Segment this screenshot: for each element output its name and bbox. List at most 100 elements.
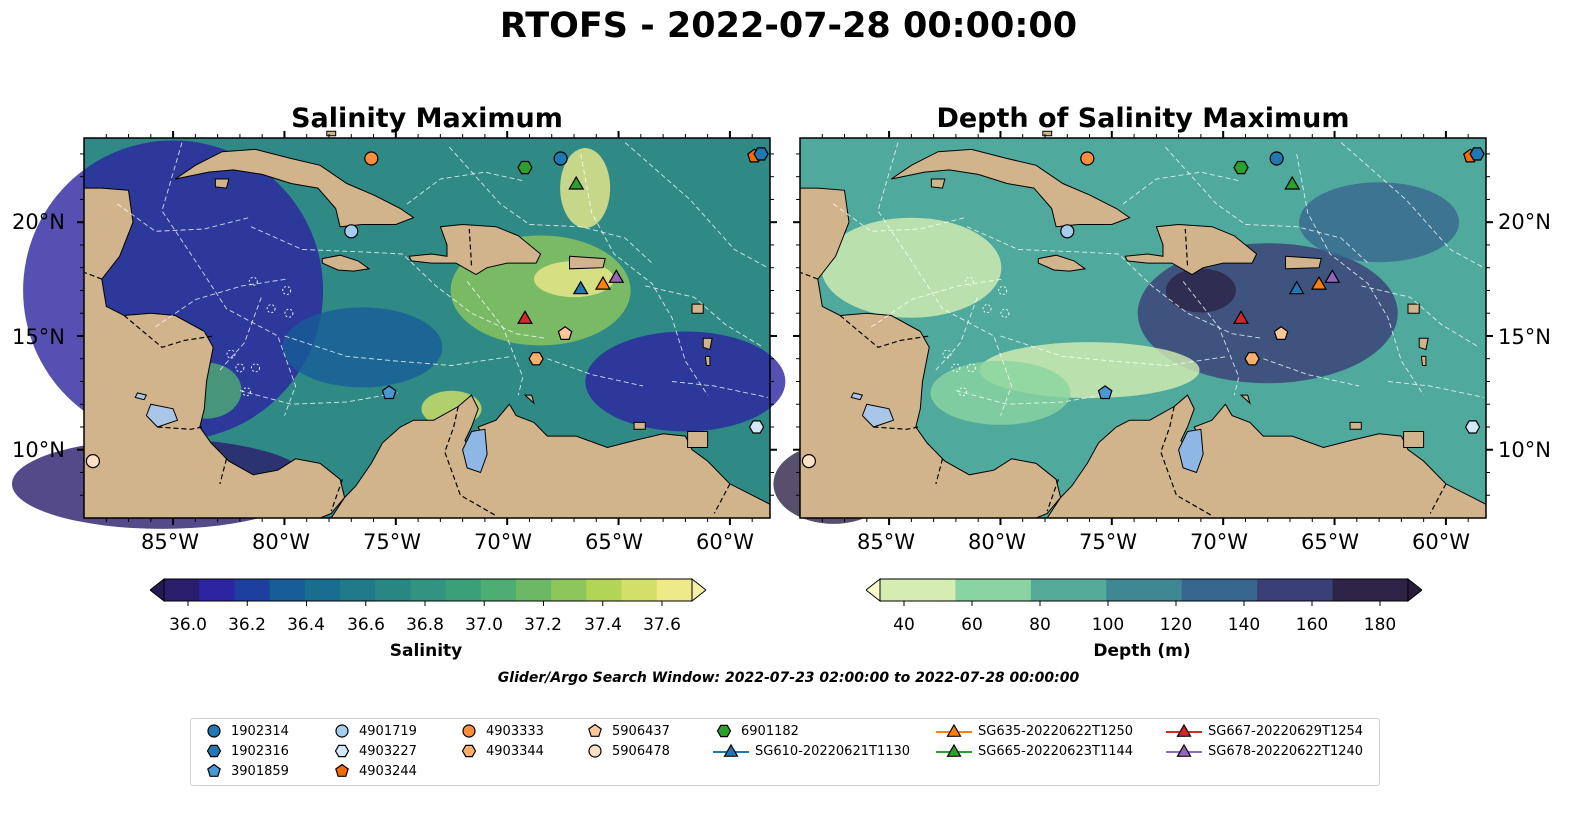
circle-marker-icon [335, 724, 349, 738]
triangle-marker-icon [1166, 743, 1202, 757]
land-hispaniola [1124, 223, 1258, 276]
eez-boundary [1361, 285, 1480, 348]
eez-islet [251, 363, 260, 373]
eez-islet [284, 308, 294, 318]
colorbar-segment [164, 579, 200, 601]
colorbar-segment [1030, 579, 1107, 601]
eez-boundary [966, 226, 1262, 339]
land-jamaica [321, 254, 371, 272]
observation-SG667-20220629T1254 [1233, 310, 1249, 324]
lon-tick-label: 85°W [857, 530, 915, 554]
eez-boundary [1182, 281, 1240, 396]
observation-3901859 [1097, 385, 1113, 400]
circle-marker-icon [462, 724, 476, 738]
legend-item: SG667-20220629T1254 [1166, 722, 1363, 740]
colorbar-tick-label: 36.8 [406, 615, 444, 635]
country-border [1429, 483, 1447, 514]
land-guadeloupe [691, 303, 704, 314]
country-border [839, 315, 930, 348]
eez-islet [982, 304, 992, 314]
colorbar-segment [375, 579, 411, 601]
field-patch [1165, 268, 1236, 313]
observation-1902314 [1269, 151, 1284, 166]
legend-item: 4901719 [331, 722, 417, 740]
depth-colorbar [866, 577, 1422, 606]
field-patch [282, 307, 443, 388]
observation-5906437 [557, 325, 573, 340]
colorbar-segment [516, 579, 552, 601]
land-martinique [702, 337, 713, 351]
country-border [1184, 228, 1189, 266]
colorbar-tick-label: 36.4 [287, 615, 325, 635]
eez-islet [235, 363, 245, 373]
observation-4903333 [1080, 151, 1095, 166]
figure-title: RTOFS - 2022-07-28 00:00:00 [499, 6, 1078, 46]
country-border [799, 271, 819, 280]
eez-boundary [955, 390, 1115, 405]
legend-item: 4903344 [458, 742, 544, 760]
lon-tick-label: 65°W [1301, 530, 1359, 554]
land-margarita [633, 421, 646, 430]
lat-tick-label: 20°N [1498, 210, 1551, 234]
country-border [83, 271, 103, 280]
land-martinique [1418, 337, 1429, 351]
legend-item: 4903333 [458, 722, 544, 740]
depth-salinity-max-map [773, 130, 1493, 525]
eez-islet [282, 286, 292, 295]
salinity-colorbar [150, 577, 706, 606]
observation-5906478 [85, 454, 101, 469]
pentagon-marker-icon [588, 723, 602, 737]
land-margarita [1349, 421, 1362, 430]
land-puerto-rico [569, 255, 606, 270]
legend-label: 3901859 [231, 763, 289, 779]
eez-boundary [161, 142, 297, 416]
observation-3901859 [381, 385, 397, 400]
legend-label: 5906478 [612, 743, 670, 759]
eez-islet [1000, 308, 1010, 318]
observation-5906478 [801, 454, 817, 469]
eez-boundary [284, 335, 512, 366]
hexagon-marker-icon [334, 744, 350, 758]
map-frame [799, 137, 1487, 519]
colorbar-segment [269, 579, 306, 601]
legend-label: 5906437 [612, 723, 670, 739]
hexagon-marker-icon [461, 744, 477, 758]
observation-SG635-20220622T1250 [594, 275, 611, 290]
legend-item: SG678-20220622T1240 [1166, 742, 1363, 760]
land-cuba [175, 148, 415, 228]
eez-boundary [580, 153, 708, 396]
pentagon-marker-icon [335, 763, 349, 777]
colorbar-segment [586, 579, 623, 601]
lat-tick-label: 20°N [12, 210, 65, 234]
colorbar-tick-label: 40 [893, 615, 915, 635]
colorbar-segment [445, 579, 482, 601]
lon-tick-label: 70°W [474, 530, 532, 554]
lon-tick-label: 65°W [585, 530, 643, 554]
land-st-lucia [704, 355, 711, 366]
colorbar-tick-label: 36.6 [347, 615, 385, 635]
observation-1902316 [753, 147, 769, 161]
eez-boundary [239, 390, 399, 405]
eez-boundary [250, 226, 546, 339]
colorbar-extend-low [866, 577, 881, 603]
eez-boundary [1296, 153, 1424, 396]
observation-1902314 [553, 151, 568, 166]
country-border [713, 483, 731, 514]
colorbar-tick-label: 37.4 [584, 615, 622, 635]
observation-SG610-20220621T1130 [572, 280, 589, 295]
eez-islet [958, 387, 968, 397]
colorbar-tick-label: 37.0 [465, 615, 503, 635]
hexagon-marker-icon [716, 724, 732, 738]
legend-item: SG635-20220622T1250 [936, 722, 1133, 740]
lon-tick-label: 70°W [1190, 530, 1248, 554]
lon-tick-label: 85°W [141, 530, 199, 554]
land-curacao [523, 394, 535, 405]
triangle-marker-icon [1166, 723, 1202, 737]
eez-boundary [935, 294, 979, 371]
observation-SG678-20220622T1240 [1324, 269, 1341, 283]
eez-boundary [1387, 381, 1484, 398]
lake-maracaibo [1178, 428, 1204, 474]
land-curacao [1239, 394, 1251, 405]
eez-boundary [1263, 358, 1360, 387]
eez-boundary [466, 281, 524, 396]
